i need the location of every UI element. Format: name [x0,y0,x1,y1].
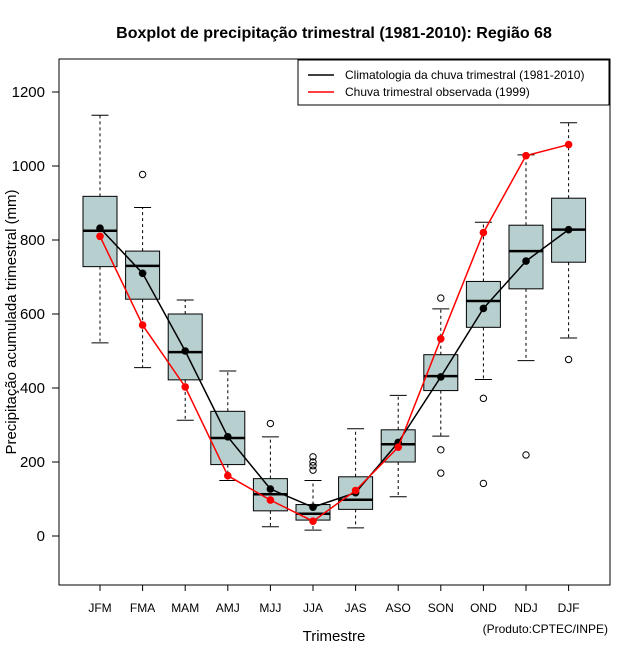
series-climatology [96,224,573,511]
series-point [564,225,573,234]
box-iqr [508,224,544,290]
box-ond [465,221,501,488]
series-point [266,485,275,493]
x-tick-label: JFM [88,601,111,615]
outlier-point [309,462,317,470]
y-tick-label: 1200 [12,84,45,101]
legend-label-observed: Chuva trimestral observada (1999) [345,85,530,99]
series-observed-1999 [96,140,573,525]
box-iqr [423,354,459,392]
x-tick-label: FMA [130,601,155,615]
outlier-point [479,479,488,488]
y-tick-label: 400 [20,380,45,397]
outlier-point [266,419,275,428]
series-point [181,383,189,391]
box-mam [167,299,203,421]
series-line [99,227,570,508]
x-tick-label: OND [470,601,497,615]
series-point [96,224,104,232]
outlier-point [138,170,147,179]
plot-frame [58,58,611,586]
series-point [479,228,488,237]
series-point [522,257,530,265]
box-djf [551,122,587,364]
outlier-point [309,453,317,461]
chart-title: Boxplot de precipitação trimestral (1981… [116,25,552,42]
series-line [99,143,569,523]
x-tick-label: MAM [171,601,199,615]
y-tick-label: 600 [20,306,45,323]
legend: Climatologia da chuva trimestral (1981-2… [297,59,610,106]
box-son [423,294,459,477]
outlier-point [309,466,317,474]
series-point [266,496,275,504]
x-tick-label: AMJ [216,601,240,615]
series-point [479,304,488,313]
x-tick-label: DJF [558,601,580,615]
legend-box [297,59,610,106]
x-tick-label: MJJ [259,601,281,615]
box-iqr [465,280,501,328]
x-tick-label: ASO [386,601,411,615]
series-lines [96,140,573,525]
x-tick-label: JJA [303,601,323,615]
x-axis: JFM FMA MAM AMJ MJJ JJA JAS ASO SON OND NDJ DJF [88,585,580,615]
x-axis-label: Trimestre [303,628,366,645]
box-fma [125,170,161,369]
series-point [394,443,403,452]
y-axis-label: Precipitação acumulada trimestral (mm) [3,189,20,454]
series-point [351,486,360,495]
outlier-point [437,446,445,454]
outlier-point [564,355,573,364]
outlier-point [522,451,530,459]
outlier-point [437,294,445,302]
series-point [309,517,317,525]
series-point [309,503,317,511]
outlier-point [309,458,317,466]
y-tick-label: 800 [20,232,45,249]
box-iqr [167,313,203,381]
box-ndj [508,154,544,459]
series-point [181,347,189,355]
series-point [138,321,147,329]
series-point [138,269,147,278]
series-point [224,471,232,480]
box-amj [210,370,246,481]
y-tick-label: 0 [37,528,45,545]
outlier-point [437,469,445,477]
series-point [564,140,573,149]
x-tick-label: NDJ [514,601,537,615]
series-point [437,373,445,381]
series-point [224,433,232,441]
credit-text: (Produto:CPTEC/INPE) [483,622,608,636]
boxplot-boxes [82,114,587,531]
series-point [437,334,445,343]
legend-label-climatology: Climatologia da chuva trimestral (1981-2… [345,68,584,82]
series-point [96,232,104,241]
outlier-point [479,394,488,403]
x-tick-label: SON [428,601,454,615]
y-tick-label: 200 [20,454,45,471]
y-tick-label: 1000 [12,158,45,175]
y-axis: 0 200 400 600 800 1000 1200 [12,84,59,545]
series-point [522,151,530,160]
x-tick-label: JAS [345,601,367,615]
